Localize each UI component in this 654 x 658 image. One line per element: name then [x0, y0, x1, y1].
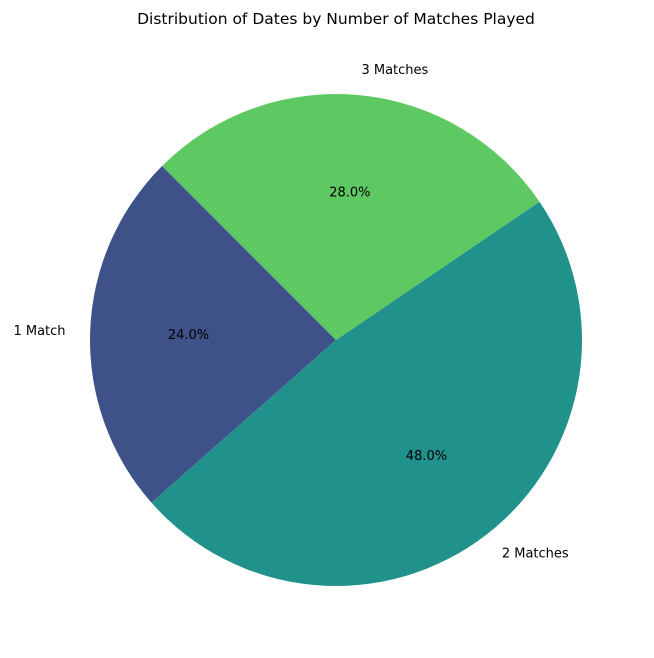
- slice-percentage: 28.0%: [329, 186, 370, 201]
- pie-labels: 1 Match 24.0% 2 Matches 48.0% 3 Matches 28.0%: [13, 63, 568, 561]
- slice-label: 1 Match: [13, 324, 65, 339]
- pie-slices: [89, 94, 582, 586]
- pie-slice-3-matches: [162, 94, 540, 340]
- pie-slice-2-matches: [151, 201, 582, 586]
- slice-label: 3 Matches: [361, 63, 428, 78]
- slice-label: 2 Matches: [502, 546, 569, 561]
- chart-title: Distribution of Dates by Number of Match…: [137, 10, 535, 28]
- slice-percentage: 48.0%: [406, 449, 447, 464]
- slice-percentage: 24.0%: [168, 328, 209, 343]
- pie-slice-1-match: [89, 166, 337, 503]
